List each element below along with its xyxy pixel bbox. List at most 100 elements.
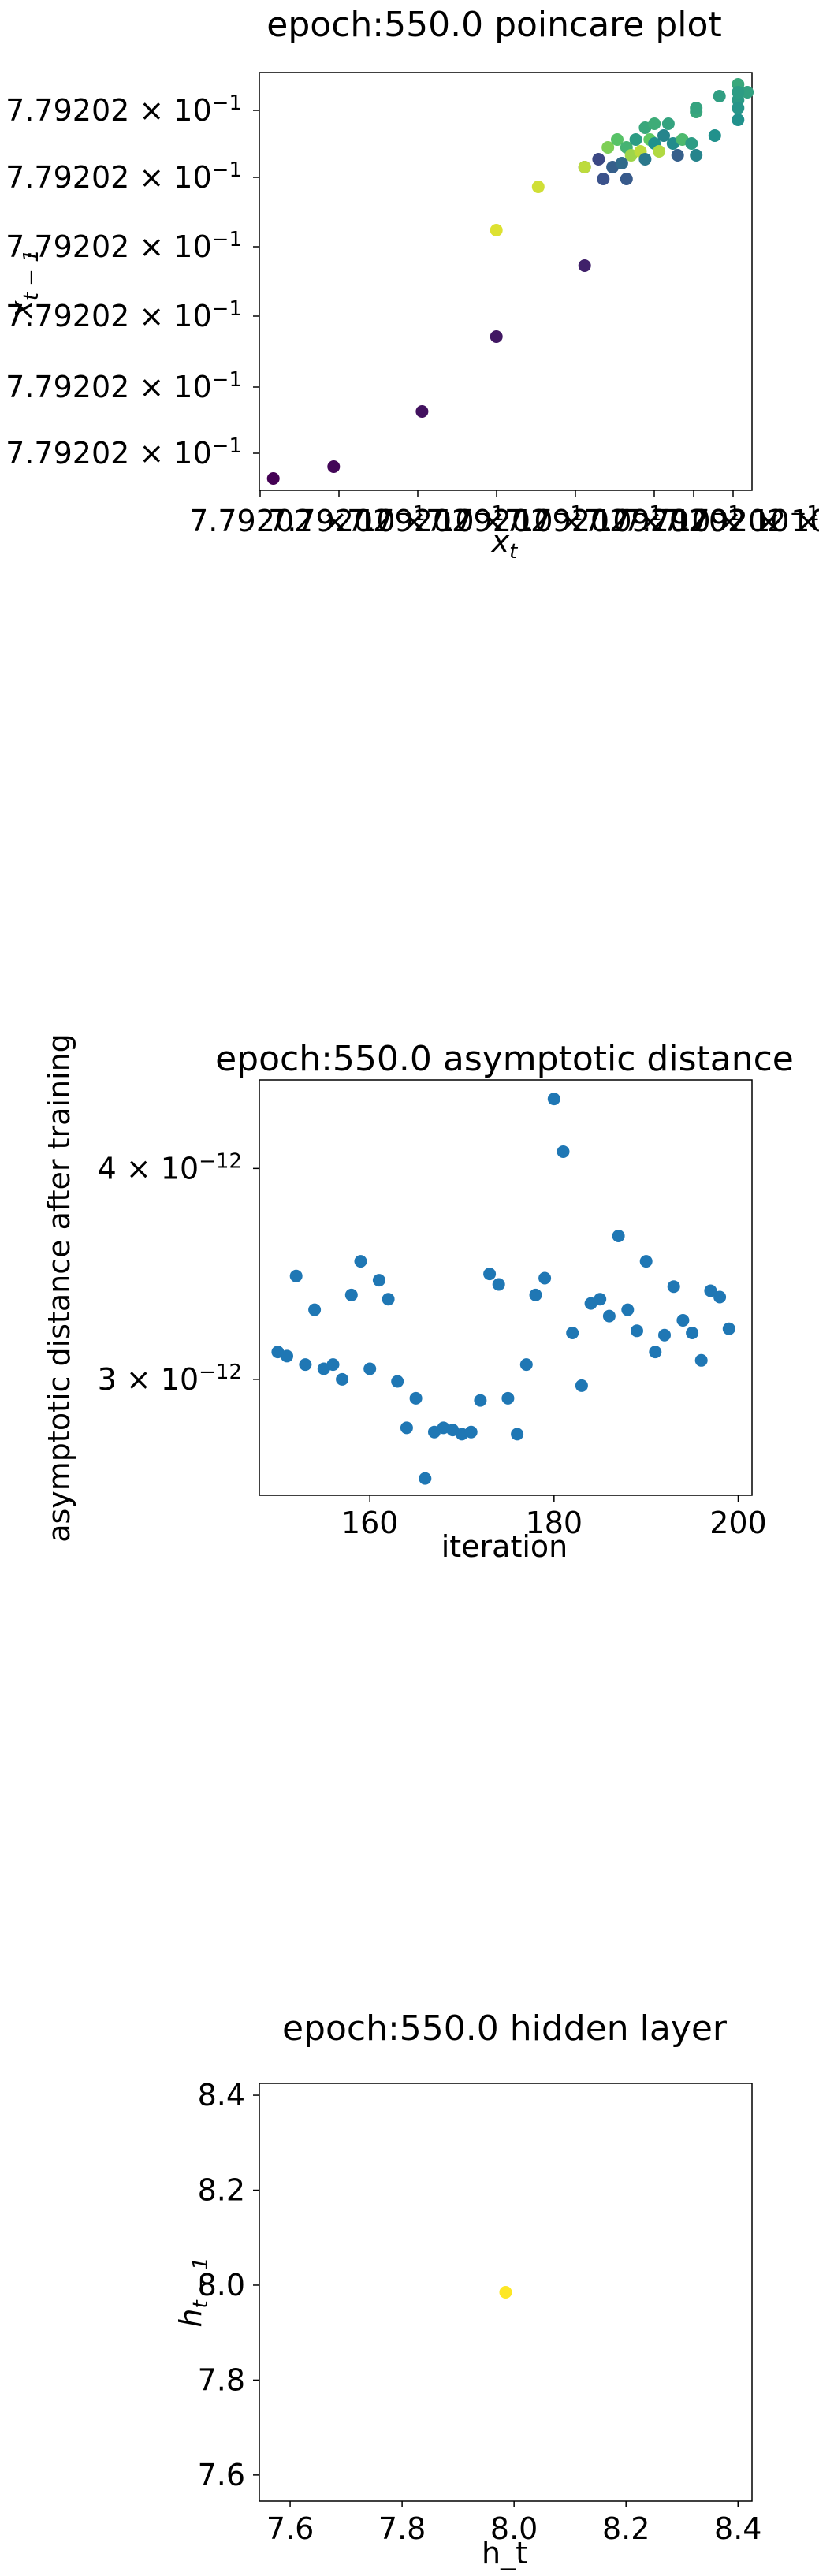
hidden-point-0 (499, 2286, 512, 2299)
poincare-plot-xlabel-sub: t (509, 540, 518, 564)
poincare-ytick-base-3: 7.79202 × 10 (6, 299, 212, 333)
poincare-plot-ylabel: xt − 1 (4, 249, 43, 319)
poincare-plot-xlabel-base: x (491, 524, 510, 559)
poincare-point-13 (611, 133, 624, 146)
hidden-layer-chart: epoch:550.0 hidden layer 7.6 7.8 8.0 8.2 8.4… (173, 2008, 761, 2570)
distance-point-45 (686, 1327, 699, 1339)
distance-point-47 (704, 1284, 717, 1297)
poincare-point-29 (671, 149, 684, 162)
poincare-ytick-base-2: 7.79202 × 10 (6, 229, 212, 264)
poincare-point-27 (661, 117, 675, 130)
hidden-layer-x-ticks: 7.6 7.8 8.0 8.2 8.4 (266, 2501, 761, 2546)
distance-point-10 (363, 1362, 377, 1375)
poincare-point-15 (620, 173, 633, 185)
poincare-point-41 (741, 86, 754, 99)
hidden-xtick-label-0: 7.6 (266, 2511, 314, 2546)
hidden-ytick-label-0: 7.6 (198, 2458, 245, 2492)
poincare-point-33 (690, 149, 703, 162)
asymptotic-distance-x-ticks: 160 180 200 (341, 1495, 767, 1540)
distance-point-22 (474, 1394, 487, 1407)
poincare-xtick-base-5: 7.79202 × 10 (583, 504, 790, 538)
poincare-point-14 (615, 157, 628, 169)
poincare-ytick-exp-2: −1 (212, 228, 242, 251)
hidden-xtick-label-2: 8.0 (490, 2511, 538, 2546)
hidden-layer-xlabel: h_t (482, 2536, 527, 2570)
poincare-xtick-exp-0: −1 (396, 502, 426, 526)
asymptotic-distance-ylabel: asymptotic distance after training (42, 1033, 76, 1543)
distance-point-27 (519, 1358, 533, 1372)
poincare-xtick-base-6: 7.79202 × 10 (623, 504, 819, 538)
poincare-point-8 (578, 161, 591, 173)
asymptotic-distance-chart: epoch:550.0 asymptotic distance 3 × 10−1… (42, 1033, 794, 1564)
poincare-point-21 (638, 153, 652, 166)
distance-ytick-base-0: 3 × 10 (98, 1362, 199, 1397)
hidden-layer-y-ticks: 7.6 7.8 8.0 8.2 8.4 (198, 2078, 259, 2492)
poincare-plot-y-ticks: 7.79202 × 10−17.79202 × 10−17.79202 × 10… (6, 91, 259, 471)
distance-point-30 (547, 1093, 560, 1106)
poincare-point-5 (490, 224, 503, 236)
poincare-ytick-base-4: 7.79202 × 10 (6, 370, 212, 404)
distance-point-12 (382, 1293, 395, 1306)
distance-point-4 (308, 1303, 322, 1316)
distance-point-36 (602, 1309, 616, 1323)
hidden-ytick-label-4: 8.4 (198, 2078, 245, 2113)
hidden-xtick-label-1: 7.8 (378, 2511, 426, 2546)
poincare-point-18 (629, 133, 642, 146)
distance-point-31 (557, 1145, 570, 1158)
distance-point-24 (492, 1278, 505, 1291)
poincare-xtick-label-6: 7.79202 × 10−1 (623, 502, 819, 538)
distance-point-2 (289, 1269, 303, 1282)
poincare-xtick-base-0: 7.79202 × 10 (189, 504, 396, 538)
distance-point-28 (529, 1288, 542, 1301)
poincare-xtick-base-2: 7.79202 × 10 (347, 504, 553, 538)
distance-point-32 (566, 1327, 579, 1339)
asymptotic-distance-points (271, 1093, 735, 1485)
distance-point-15 (409, 1391, 423, 1405)
distance-point-37 (612, 1230, 625, 1242)
poincare-ytick-label-3: 7.79202 × 10−1 (6, 297, 242, 333)
poincare-ytick-exp-5: −1 (212, 434, 242, 458)
poincare-ytick-exp-0: −1 (212, 91, 242, 115)
distance-ytick-exp-0: −12 (199, 1361, 242, 1384)
asymptotic-distance-frame (259, 1079, 753, 1496)
hidden-layer-title: epoch:550.0 hidden layer (282, 2008, 728, 2049)
poincare-plot-points (266, 78, 754, 485)
distance-point-38 (621, 1303, 635, 1316)
distance-ytick-label-1: 4 × 10−12 (98, 1149, 242, 1186)
poincare-xtick-exp-3: −1 (632, 502, 662, 526)
distance-xtick-label-1: 180 (526, 1506, 583, 1540)
distance-ytick-base-1: 4 × 10 (98, 1151, 199, 1186)
poincare-point-34 (690, 102, 703, 114)
poincare-point-25 (653, 145, 666, 158)
poincare-point-42 (732, 86, 745, 99)
poincare-xtick-label-7: 7.79202 × 10−1 (662, 502, 819, 538)
distance-point-29 (538, 1271, 552, 1285)
poincare-plot-chart: epoch:550.0 poincare plot 7.79202 × 10−1… (4, 5, 819, 564)
distance-xtick-label-2: 200 (709, 1506, 767, 1540)
asymptotic-distance-title: epoch:550.0 asymptotic distance (215, 1039, 794, 1079)
distance-point-6 (326, 1358, 340, 1372)
poincare-xtick-exp-5: −1 (790, 502, 819, 526)
poincare-ytick-base-1: 7.79202 × 10 (6, 160, 212, 195)
poincare-ytick-label-1: 7.79202 × 10−1 (6, 158, 242, 195)
distance-ytick-label-0: 3 × 10−12 (98, 1361, 242, 1397)
poincare-point-36 (713, 90, 726, 102)
hidden-ytick-label-3: 8.2 (198, 2173, 245, 2208)
poincare-ytick-exp-3: −1 (212, 297, 242, 321)
asymptotic-distance-y-ticks: 3 × 10−124 × 10−12 (98, 1149, 259, 1397)
poincare-xtick-exp-1: −1 (475, 502, 504, 526)
hidden-ytick-label-1: 7.8 (198, 2362, 245, 2397)
distance-point-16 (419, 1472, 432, 1485)
distance-point-25 (501, 1391, 515, 1405)
poincare-point-1 (327, 460, 341, 473)
hidden-xtick-label-4: 8.4 (714, 2511, 761, 2546)
poincare-plot-title: epoch:550.0 poincare plot (266, 5, 721, 45)
distance-point-13 (391, 1375, 404, 1388)
hidden-layer-ylabel-base: h (173, 2308, 208, 2327)
poincare-point-4 (578, 259, 591, 272)
hidden-layer-points (499, 2286, 512, 2299)
distance-point-21 (464, 1425, 478, 1439)
poincare-xtick-base-1: 7.79202 × 10 (268, 504, 475, 538)
distance-point-41 (649, 1346, 662, 1359)
